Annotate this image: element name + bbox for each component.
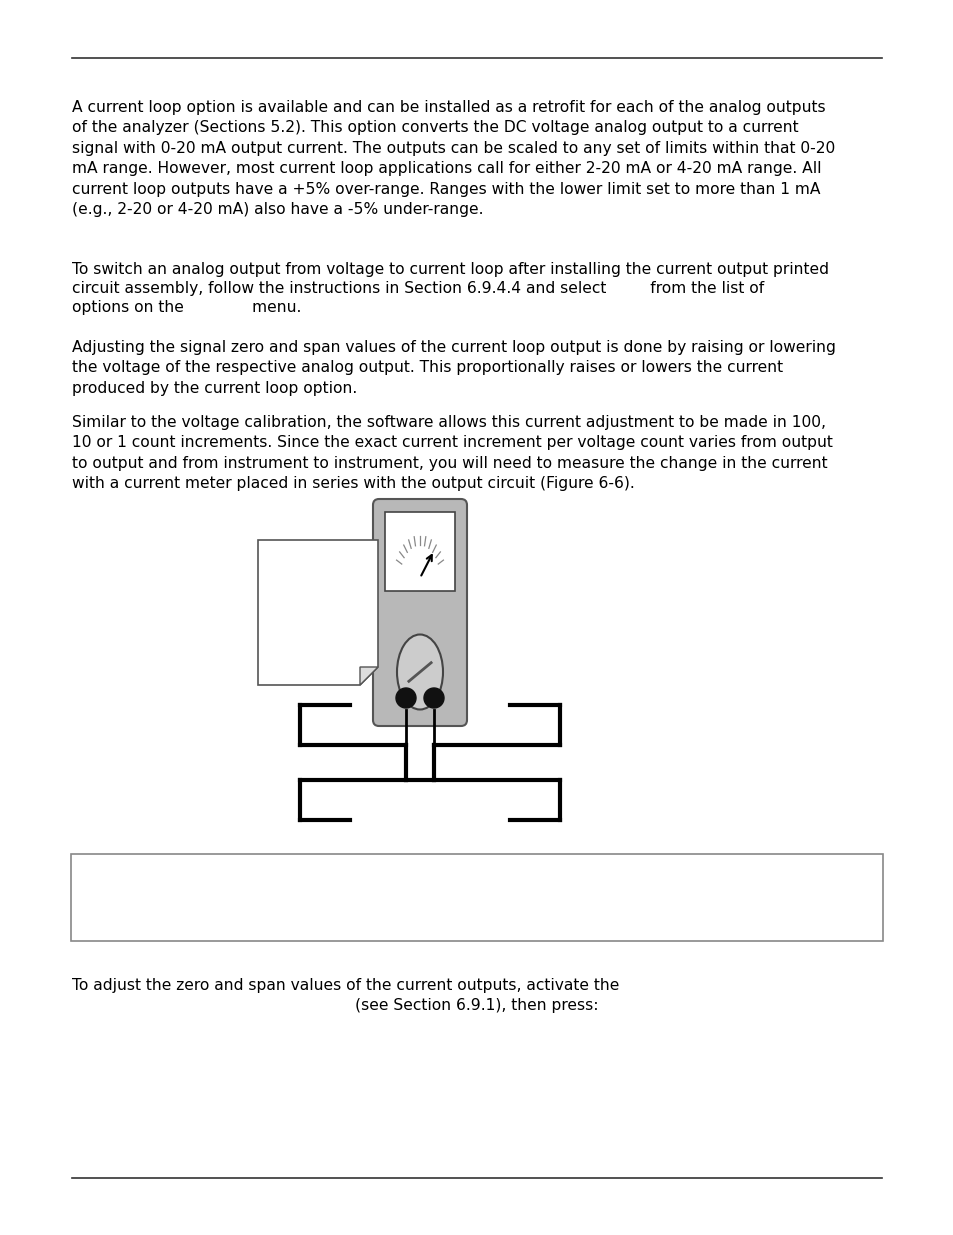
FancyBboxPatch shape	[71, 853, 882, 941]
Text: Adjusting the signal zero and span values of the current loop output is done by : Adjusting the signal zero and span value…	[71, 340, 835, 395]
Polygon shape	[359, 667, 377, 685]
Text: (see Section 6.9.1), then press:: (see Section 6.9.1), then press:	[355, 998, 598, 1013]
Text: A current loop option is available and can be installed as a retrofit for each o: A current loop option is available and c…	[71, 100, 835, 217]
Text: To adjust the zero and span values of the current outputs, activate the: To adjust the zero and span values of th…	[71, 978, 618, 993]
Text: To switch an analog output from voltage to current loop after installing the cur: To switch an analog output from voltage …	[71, 262, 828, 277]
FancyBboxPatch shape	[373, 499, 467, 726]
Text: Similar to the voltage calibration, the software allows this current adjustment : Similar to the voltage calibration, the …	[71, 415, 832, 492]
Text: options on the              menu.: options on the menu.	[71, 300, 301, 315]
FancyBboxPatch shape	[385, 513, 455, 592]
Polygon shape	[257, 540, 377, 685]
Circle shape	[395, 688, 416, 708]
Circle shape	[423, 688, 443, 708]
Ellipse shape	[396, 635, 442, 709]
Text: circuit assembly, follow the instructions in Section 6.9.4.4 and select         : circuit assembly, follow the instruction…	[71, 282, 763, 296]
